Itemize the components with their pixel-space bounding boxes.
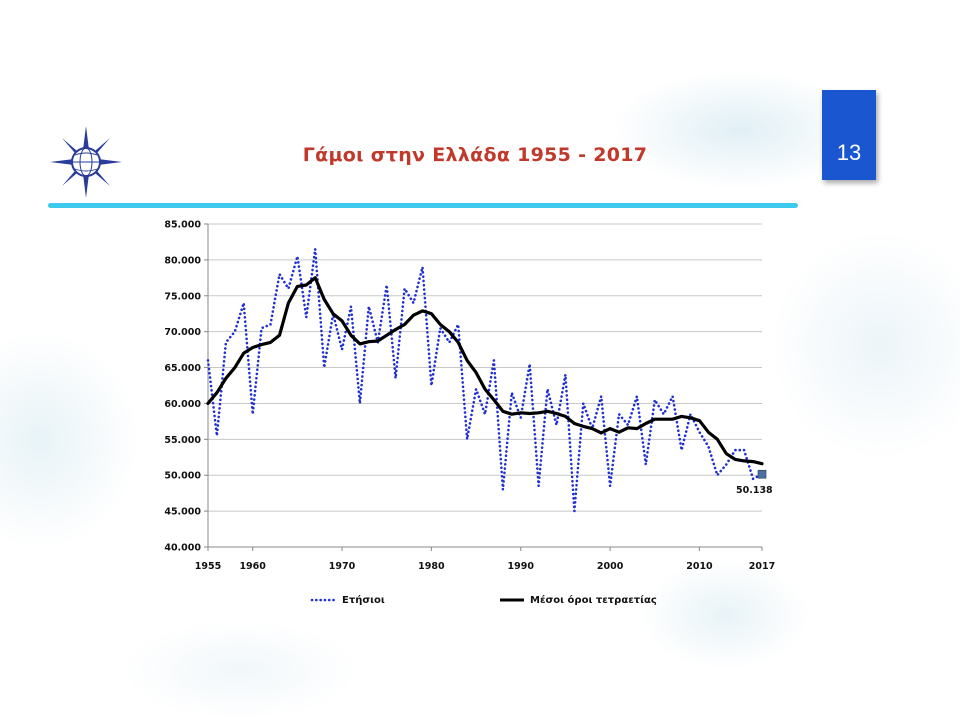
- x-tick-label: 1970: [329, 561, 356, 572]
- series-line-four-year-average: [206, 276, 764, 466]
- legend-label-four-year-average: Μέσοι όροι τετραετίας: [530, 594, 657, 606]
- y-tick-label: 85.000: [164, 220, 201, 231]
- page-number-badge: 13: [822, 90, 876, 180]
- y-tick-label: 60.000: [164, 399, 201, 410]
- y-tick-label: 40.000: [164, 543, 201, 554]
- x-tick-label: 1955: [195, 561, 221, 572]
- x-tick-label: 2010: [686, 561, 713, 572]
- y-tick-label: 75.000: [164, 291, 201, 302]
- x-tick-label: 1990: [508, 561, 535, 572]
- y-tick-label: 50.000: [164, 471, 201, 482]
- last-point-marker: [757, 469, 767, 479]
- x-tick-label: 2017: [749, 561, 775, 572]
- series-line-annual: [206, 247, 764, 513]
- y-tick-label: 55.000: [164, 435, 201, 446]
- compass-star-globe-icon: [50, 126, 122, 198]
- y-tick-label: 80.000: [164, 255, 201, 266]
- title-divider: [48, 203, 798, 208]
- page-number: 13: [836, 140, 862, 165]
- chart-svg: 40.000 45.000 50.000 55.000 60.000 65.000 70.0…: [164, 220, 775, 607]
- last-point-label: 50.138: [736, 485, 773, 496]
- marriages-chart: 40.000 45.000 50.000 55.000 60.000 65.000 70.0…: [150, 212, 782, 620]
- x-tick-label: 2000: [597, 561, 624, 572]
- x-tick-label: 1960: [239, 561, 266, 572]
- y-tick-label: 45.000: [164, 507, 201, 518]
- slide-title: Γάμοι στην Ελλάδα 1955 - 2017: [302, 144, 648, 166]
- y-tick-label: 70.000: [164, 327, 201, 338]
- y-tick-label: 65.000: [164, 363, 201, 374]
- legend-label-annual: Ετήσιοι: [342, 594, 385, 606]
- x-tick-label: 1980: [418, 561, 445, 572]
